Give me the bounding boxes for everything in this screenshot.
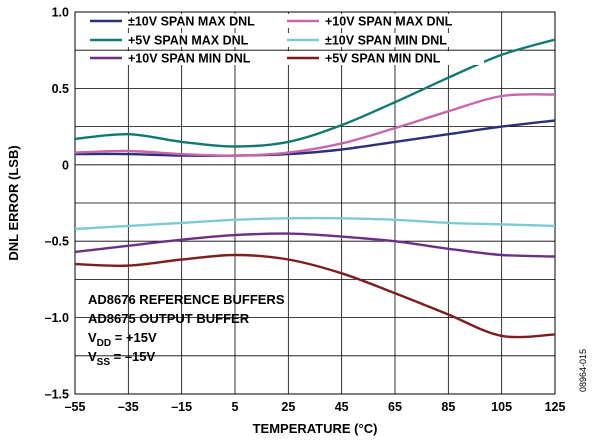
annotation-vss: VSS = –15V (88, 349, 156, 368)
annotation-vdd: VDD = +15V (88, 330, 157, 349)
y-tick-label: –1.5 (45, 388, 69, 402)
series-line-6 (74, 253, 556, 339)
legend-entry-background (87, 33, 287, 47)
series-line-5 (74, 232, 556, 258)
vss-main: V (88, 349, 97, 364)
legend-entry-background (87, 14, 287, 28)
legend: ±10V SPAN MAX DNL +10V SPAN MAX DNL +5V SP… (87, 14, 484, 66)
vss-sub: SS (97, 357, 111, 368)
legend-entry-background (284, 14, 484, 28)
y-tick-label: –1.0 (45, 311, 69, 325)
legend-entry-background (284, 33, 484, 47)
y-tick-label: 0 (62, 158, 69, 172)
x-tick-label: –35 (118, 400, 139, 414)
x-tick-label: 45 (335, 400, 349, 414)
series-line-3 (74, 38, 556, 148)
legend-label: +5V SPAN MIN DNL (325, 52, 441, 66)
x-tick-label: –55 (65, 400, 86, 414)
x-tick-label: 105 (491, 400, 512, 414)
legend-entry-background (284, 51, 484, 65)
annotation-line-output-buffer: AD8675 OUTPUT BUFFER (88, 311, 250, 326)
x-tick-label: 65 (388, 400, 402, 414)
series-lines (74, 38, 556, 339)
series-line-1 (74, 119, 556, 158)
x-tick-label: 125 (545, 400, 566, 414)
legend-label: ±10V SPAN MAX DNL (128, 15, 255, 29)
y-tick-label: 0.5 (52, 82, 69, 96)
legend-entry-background (87, 51, 287, 65)
x-tick-label: 85 (441, 400, 455, 414)
series-line-2 (74, 93, 556, 157)
vss-rest: = –15V (110, 349, 156, 364)
x-tick-labels: –55 –35 –15 5 25 45 65 85 105 125 (65, 400, 566, 414)
vdd-rest: = +15V (111, 330, 157, 345)
legend-label: ±10V SPAN MIN DNL (325, 34, 447, 48)
vdd-sub: DD (97, 338, 111, 349)
series-line-4 (74, 216, 556, 231)
x-axis-title: TEMPERATURE (°C) (253, 421, 378, 436)
y-axis-title: DNL ERROR (LSB) (6, 145, 21, 260)
annotation-line-reference-buffers: AD8676 REFERENCE BUFFERS (88, 292, 285, 307)
legend-label: +10V SPAN MAX DNL (325, 15, 453, 29)
legend-label: +5V SPAN MAX DNL (128, 34, 249, 48)
plot-frame (74, 11, 556, 395)
grid (75, 12, 555, 394)
x-tick-label: –15 (171, 400, 192, 414)
x-tick-label: 25 (281, 400, 295, 414)
legend-label: +10V SPAN MIN DNL (128, 52, 251, 66)
y-tick-label: 1.0 (52, 6, 69, 20)
vdd-main: V (88, 330, 97, 345)
y-tick-labels: 1.0 0.5 0 –0.5 –1.0 –1.5 (45, 6, 69, 402)
x-tick-label: 5 (232, 400, 239, 414)
figure-id: 08964-015 (578, 349, 588, 392)
conditions-annotation: AD8676 REFERENCE BUFFERS AD8675 OUTPUT B… (88, 292, 285, 368)
y-tick-label: –0.5 (45, 235, 69, 249)
